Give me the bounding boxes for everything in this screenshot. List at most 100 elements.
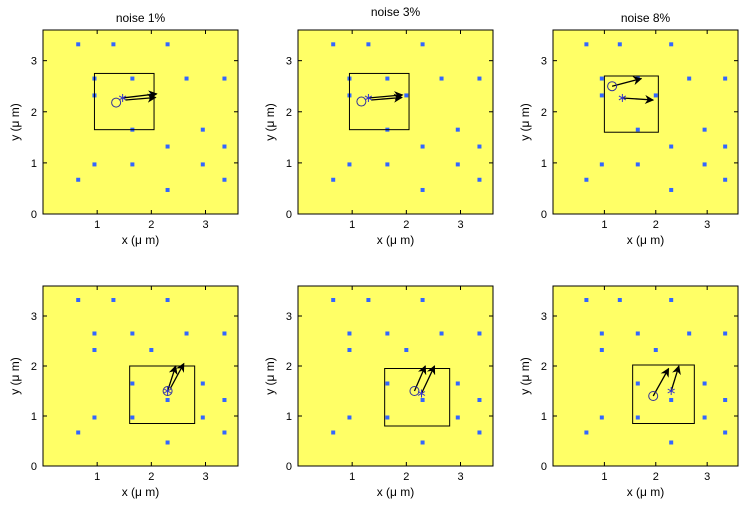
data-point (420, 298, 425, 302)
data-point (331, 298, 336, 302)
data-point (455, 162, 460, 167)
data-point (584, 177, 589, 182)
x-tick-label: 1 (94, 219, 100, 231)
data-point (76, 298, 81, 302)
x-tick-label: 2 (148, 219, 154, 231)
y-tick-label: 3 (31, 56, 37, 68)
data-point (669, 440, 674, 445)
gradient-arrow (420, 365, 436, 394)
y-tick-label: 0 (541, 461, 547, 473)
data-point (477, 430, 482, 435)
y-axis-label: y (μ m) (8, 357, 22, 395)
data-point (420, 42, 425, 47)
data-point (599, 162, 604, 167)
data-point (599, 76, 604, 81)
data-point (635, 331, 640, 336)
x-tick-label: 3 (704, 471, 710, 483)
subplot-title: noise 3% (371, 5, 421, 19)
data-point (723, 430, 728, 435)
data-point (599, 93, 604, 98)
x-axis-label: x (μ m) (627, 485, 665, 499)
y-axis-label: y (μ m) (263, 357, 277, 395)
y-tick-label: 2 (286, 107, 292, 119)
x-tick-label: 2 (403, 471, 409, 483)
x-tick-label: 2 (148, 471, 154, 483)
data-point (184, 331, 189, 336)
y-tick-label: 1 (541, 158, 547, 170)
y-tick-label: 3 (286, 311, 292, 323)
plot-background (298, 286, 493, 466)
plot-area (76, 298, 227, 445)
data-point (702, 381, 707, 386)
y-tick-label: 1 (31, 411, 37, 423)
subplot-3: 1 2 3 0 1 2 3 x (μ m) y (μ m) noise 8% (518, 11, 739, 247)
data-point (477, 398, 482, 402)
y-tick-label: 0 (541, 209, 547, 221)
data-point (130, 76, 135, 81)
x-tick-label: 1 (601, 219, 607, 231)
data-point (347, 415, 352, 420)
data-point (331, 430, 336, 435)
data-point (200, 162, 205, 167)
data-point (222, 430, 227, 435)
data-point (385, 331, 390, 336)
data-point (165, 398, 170, 402)
data-point (420, 187, 425, 192)
search-box (603, 75, 659, 133)
data-point (420, 398, 425, 402)
data-point (617, 298, 622, 302)
search-box (632, 364, 695, 424)
data-point (635, 162, 640, 167)
data-point (723, 331, 728, 336)
data-point (165, 42, 170, 47)
data-point (92, 415, 97, 420)
data-point (130, 331, 135, 336)
y-tick-label: 1 (31, 158, 37, 170)
data-point (723, 398, 728, 402)
data-point (200, 415, 205, 420)
gradient-arrow (622, 94, 655, 105)
data-point (347, 348, 352, 352)
plot-area (584, 298, 728, 445)
subplot-title: noise 8% (621, 11, 671, 25)
data-point (165, 144, 170, 149)
data-point (347, 331, 352, 336)
subplot-6: 1 2 3 0 1 2 3 x (μ m) y (μ m) (518, 285, 739, 499)
data-point (599, 331, 604, 336)
axes-frame (552, 29, 739, 215)
data-point (584, 430, 589, 435)
data-point (222, 398, 227, 402)
gradient-arrow (611, 76, 643, 87)
y-tick-label: 3 (541, 311, 547, 323)
data-point (92, 162, 97, 167)
data-point (222, 144, 227, 149)
gradient-arrow (371, 93, 403, 103)
estimate-circle (356, 96, 367, 107)
y-axis-label: y (μ m) (518, 357, 532, 395)
data-point (669, 144, 674, 149)
plot-area (331, 298, 482, 445)
data-point (702, 127, 707, 132)
search-box (384, 368, 451, 427)
data-point (617, 42, 622, 47)
data-point (723, 76, 728, 81)
estimate-star (364, 93, 373, 102)
y-tick-label: 2 (286, 361, 292, 373)
y-tick-label: 3 (31, 311, 37, 323)
data-point (200, 381, 205, 386)
plot-background (553, 286, 738, 466)
data-point (477, 177, 482, 182)
data-point (702, 162, 707, 167)
gradient-arrow (652, 367, 670, 397)
x-tick-label: 3 (457, 219, 463, 231)
estimate-star (618, 93, 627, 102)
x-tick-label: 1 (94, 471, 100, 483)
data-point (111, 42, 116, 47)
x-axis-label: x (μ m) (122, 233, 160, 247)
gradient-arrow (125, 93, 157, 103)
data-point (455, 127, 460, 132)
axes-frame (42, 285, 239, 467)
data-point (76, 42, 81, 47)
x-axis-label: x (μ m) (377, 233, 415, 247)
data-point (385, 381, 390, 386)
